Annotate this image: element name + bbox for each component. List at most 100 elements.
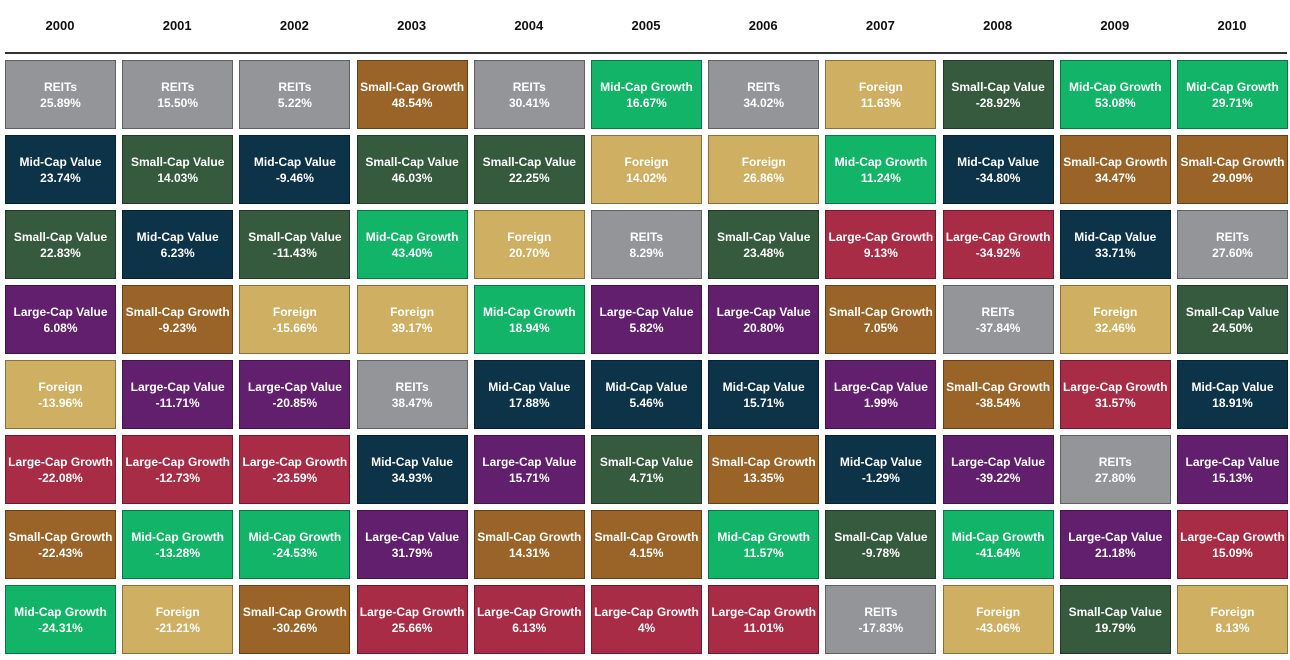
asset-class-label: Small-Cap Value bbox=[365, 154, 459, 169]
return-cell: Small-Cap Value 4.71% bbox=[591, 435, 702, 504]
return-cell: Mid-Cap Value 15.71% bbox=[708, 360, 820, 429]
return-value: 48.54% bbox=[391, 95, 433, 110]
asset-class-label: Foreign bbox=[390, 304, 435, 319]
return-value: -41.64% bbox=[975, 545, 1021, 560]
return-value: 22.25% bbox=[508, 170, 550, 185]
asset-class-label: REITs bbox=[864, 604, 898, 619]
return-value: 8.13% bbox=[1215, 620, 1250, 635]
return-cell: Large-Cap Value 21.18% bbox=[1059, 510, 1171, 579]
return-cell: Large-Cap Growth 9.13% bbox=[825, 210, 937, 279]
asset-class-label: Small-Cap Value bbox=[951, 79, 1045, 94]
return-value: -34.92% bbox=[975, 245, 1021, 260]
return-value: -24.31% bbox=[38, 620, 83, 635]
year-header-2003: 2003 bbox=[397, 18, 427, 33]
asset-class-label: Mid-Cap Value bbox=[722, 379, 805, 394]
return-cell: Mid-Cap Growth -41.64% bbox=[942, 510, 1054, 579]
return-value: 27.80% bbox=[1094, 470, 1136, 485]
return-cell: REITs -17.83% bbox=[825, 585, 937, 654]
return-cell: REITs 27.60% bbox=[1177, 210, 1288, 279]
return-cell: Small-Cap Growth 29.09% bbox=[1177, 135, 1288, 204]
return-value: 4% bbox=[637, 620, 656, 635]
return-cell: REITs 34.02% bbox=[708, 60, 820, 129]
return-value: -9.23% bbox=[158, 320, 197, 335]
asset-class-label: Mid-Cap Value bbox=[19, 154, 102, 169]
asset-class-label: Foreign bbox=[976, 604, 1021, 619]
return-cell: Mid-Cap Value 17.88% bbox=[473, 360, 585, 429]
return-cell: Mid-Cap Value 23.74% bbox=[5, 135, 116, 204]
return-cell: Foreign 26.86% bbox=[708, 135, 820, 204]
asset-class-label: Large-Cap Value bbox=[951, 454, 1046, 469]
asset-class-label: Small-Cap Growth bbox=[594, 529, 699, 544]
return-cell: Large-Cap Value -11.71% bbox=[122, 360, 234, 429]
return-value: 46.03% bbox=[391, 170, 433, 185]
return-value: 38.47% bbox=[391, 395, 433, 410]
return-cell: Small-Cap Value 23.48% bbox=[708, 210, 820, 279]
return-value: 17.88% bbox=[508, 395, 550, 410]
return-value: 11.57% bbox=[743, 545, 784, 560]
asset-class-label: Mid-Cap Value bbox=[605, 379, 688, 394]
return-cell: Large-Cap Value -20.85% bbox=[239, 360, 351, 429]
asset-class-label: Mid-Cap Value bbox=[1191, 379, 1274, 394]
return-cell: Small-Cap Value 19.79% bbox=[1059, 585, 1171, 654]
asset-class-label: REITs bbox=[1098, 454, 1132, 469]
return-cell: Small-Cap Growth -9.23% bbox=[122, 285, 234, 354]
return-cell: Large-Cap Value 1.99% bbox=[825, 360, 937, 429]
return-cell: Large-Cap Value 15.13% bbox=[1177, 435, 1288, 504]
asset-class-label: Mid-Cap Growth bbox=[1068, 79, 1162, 94]
return-cell: Large-Cap Growth 31.57% bbox=[1059, 360, 1171, 429]
return-cell: Large-Cap Growth 6.13% bbox=[473, 585, 585, 654]
return-cell: REITs 25.89% bbox=[5, 60, 116, 129]
return-value: -1.29% bbox=[861, 470, 900, 485]
return-cell: Large-Cap Value 6.08% bbox=[5, 285, 116, 354]
asset-class-label: Small-Cap Growth bbox=[477, 529, 582, 544]
asset-class-label: Mid-Cap Growth bbox=[248, 529, 342, 544]
return-value: 20.70% bbox=[508, 245, 550, 260]
asset-class-label: REITs bbox=[512, 79, 546, 94]
asset-class-label: Small-Cap Growth bbox=[828, 304, 933, 319]
asset-class-label: Small-Cap Value bbox=[1068, 604, 1162, 619]
return-cell: Foreign -21.21% bbox=[122, 585, 234, 654]
return-value: -13.96% bbox=[38, 395, 83, 410]
return-value: 8.29% bbox=[629, 245, 664, 260]
return-value: 23.48% bbox=[743, 245, 785, 260]
asset-class-label: Mid-Cap Growth bbox=[834, 154, 928, 169]
return-cell: Small-Cap Growth -30.26% bbox=[239, 585, 351, 654]
return-cell: Mid-Cap Growth 11.57% bbox=[708, 510, 820, 579]
asset-class-label: Small-Cap Value bbox=[1185, 304, 1280, 319]
return-value: 18.94% bbox=[508, 320, 550, 335]
asset-class-label: Mid-Cap Value bbox=[957, 154, 1040, 169]
return-cell: Small-Cap Growth 34.47% bbox=[1059, 135, 1171, 204]
asset-class-label: Large-Cap Value bbox=[1185, 454, 1280, 469]
return-value: 15.13% bbox=[1212, 470, 1253, 485]
asset-class-label: Large-Cap Growth bbox=[125, 454, 231, 469]
asset-class-label: Small-Cap Growth bbox=[8, 529, 113, 544]
return-cell: Mid-Cap Growth 16.67% bbox=[591, 60, 702, 129]
return-cell: Large-Cap Growth -34.92% bbox=[942, 210, 1054, 279]
return-cell: Mid-Cap Growth 11.24% bbox=[825, 135, 937, 204]
asset-class-label: Mid-Cap Value bbox=[136, 229, 219, 244]
return-value: -24.53% bbox=[272, 545, 318, 560]
asset-class-label: Mid-Cap Value bbox=[839, 454, 922, 469]
asset-class-label: Foreign bbox=[741, 154, 786, 169]
return-cell: Small-Cap Value -9.78% bbox=[825, 510, 937, 579]
return-value: 34.47% bbox=[1094, 170, 1136, 185]
asset-class-label: Small-Cap Value bbox=[834, 529, 928, 544]
header-divider bbox=[5, 52, 1287, 54]
return-value: 24.50% bbox=[1212, 320, 1253, 335]
return-cell: Small-Cap Value 46.03% bbox=[356, 135, 468, 204]
return-value: -13.28% bbox=[155, 545, 201, 560]
return-value: 6.13% bbox=[512, 620, 547, 635]
year-header-2000: 2000 bbox=[45, 18, 75, 33]
year-header-2009: 2009 bbox=[1100, 18, 1130, 33]
return-value: -12.73% bbox=[155, 470, 201, 485]
return-value: -23.59% bbox=[272, 470, 318, 485]
return-cell: Large-Cap Value 31.79% bbox=[356, 510, 468, 579]
return-value: -38.54% bbox=[975, 395, 1021, 410]
asset-class-label: Mid-Cap Growth bbox=[14, 604, 107, 619]
return-value: -43.06% bbox=[975, 620, 1021, 635]
year-header-2007: 2007 bbox=[865, 18, 895, 33]
return-value: -28.92% bbox=[975, 95, 1021, 110]
asset-class-label: Foreign bbox=[858, 79, 903, 94]
return-value: 27.60% bbox=[1212, 245, 1253, 260]
